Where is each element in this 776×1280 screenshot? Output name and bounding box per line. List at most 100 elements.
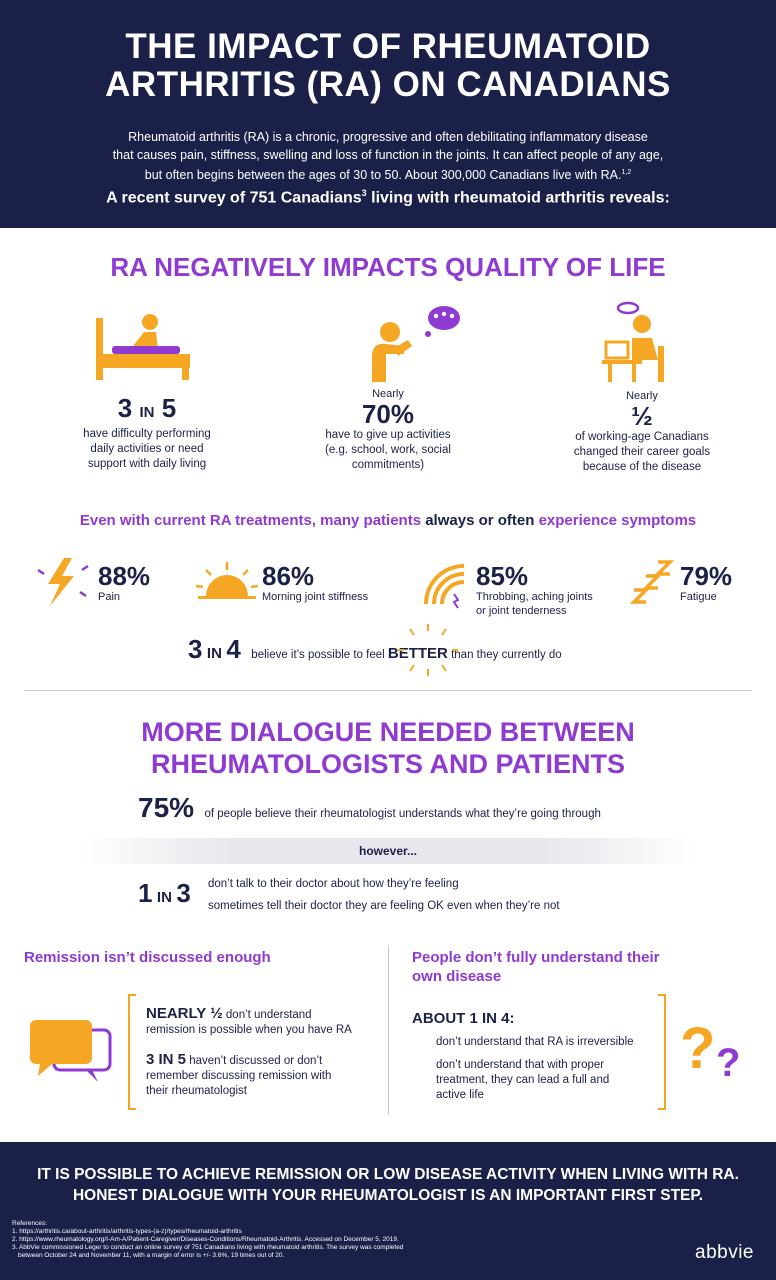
item-text-3: their rheumatologist	[146, 1085, 247, 1097]
ratio-in: IN	[206, 645, 222, 662]
reference-2: 2. https://www.rheumatology.org/I-Am-A/P…	[12, 1236, 399, 1243]
sunrise-icon	[196, 562, 258, 599]
ratio-den: 4	[226, 634, 241, 664]
remission-heading: Remission isn’t discussed enough	[24, 949, 271, 966]
ratio-num: 1	[138, 878, 153, 908]
stat-desc-3: support with daily living	[87, 458, 207, 470]
item-line-1: don’t understand that with proper	[436, 1059, 605, 1071]
stat-desc-1: have to give up activities	[325, 429, 451, 441]
survey-statement: A recent survey of 751 Canadians3 living…	[0, 188, 776, 207]
abbvie-logo: abbvie	[695, 1242, 754, 1263]
stat-pre: Nearly	[626, 390, 658, 402]
survey-footnote: 3	[361, 188, 367, 198]
desk-worker-icon	[602, 301, 664, 382]
ratio-num: 3	[188, 634, 203, 664]
stat-pre: Nearly	[372, 388, 404, 400]
symptom-label: Morning joint stiffness	[262, 591, 369, 603]
column-divider	[388, 945, 389, 1115]
symptom-pct: 88%	[98, 561, 151, 591]
question-marks-icon: ? ?	[680, 1016, 740, 1078]
stat-desc-2: changed their career goals	[573, 446, 711, 458]
symptom-stiffness: 86% Morning joint stiffness	[262, 562, 368, 604]
bed-icon	[96, 314, 190, 380]
title-line-2: ARTHRITIS (RA) ON CANADIANS	[105, 65, 671, 104]
remission-item-2: 3 IN 5 haven’t discussed or don’t rememb…	[146, 1052, 376, 1099]
understanding-item-1: don’t understand that RA is irreversible	[436, 1036, 634, 1048]
one-in-three-line-1: don’t talk to their doctor about how the…	[208, 878, 459, 890]
ratio-in: IN	[156, 889, 172, 906]
header-banner: THE IMPACT OF RHEUMATOID ARTHRITIS (RA) …	[0, 0, 776, 228]
chat-bubbles-icon	[30, 1020, 112, 1082]
understanding-heading-1: People don’t fully understand their	[412, 949, 660, 966]
intro-line-3-wrap: but often begins between the ages of 30 …	[90, 164, 686, 184]
footer-message: IT IS POSSIBLE TO ACHIEVE REMISSION OR L…	[0, 1164, 776, 1206]
svg-text:?: ?	[716, 1041, 740, 1078]
references: References: 1. https://arthritis.ca/abou…	[12, 1220, 532, 1260]
dialogue-title: MORE DIALOGUE NEEDED BETWEEN RHEUMATOLOG…	[0, 716, 776, 780]
dialogue-title-line-2: RHEUMATOLOGISTS AND PATIENTS	[150, 749, 625, 779]
symptom-pct: 86%	[262, 561, 315, 591]
page-title: THE IMPACT OF RHEUMATOID ARTHRITIS (RA) …	[0, 28, 776, 104]
footer-message-line-2: HONEST DIALOGUE WITH YOUR RHEUMATOLOGIST…	[72, 1187, 704, 1204]
ratio-in: IN	[139, 404, 155, 421]
survey-pre: A recent survey of 751 Canadians	[106, 189, 362, 207]
stat-big: 70%	[361, 399, 415, 429]
stat-desc-1: have difficulty performing	[83, 428, 211, 440]
intro-line-3: but often begins between the ages of 30 …	[144, 168, 622, 183]
item-line-2: treatment, they can lead a full and	[436, 1074, 610, 1086]
stat-ratio: 3 IN 5	[62, 394, 232, 427]
stat-desc-3: because of the disease	[582, 461, 702, 473]
symptom-label: Fatigue	[680, 591, 717, 603]
heading-pre: Even with current RA treatments, many pa…	[79, 512, 426, 529]
lightning-bolt-icon	[37, 558, 89, 606]
survey-post: living with rheumatoid arthritis reveals…	[366, 189, 670, 207]
better-text-post: than they currently do	[447, 649, 562, 661]
references-title: References:	[12, 1220, 48, 1227]
intro-line-2: that causes pain, stiffness, swelling an…	[112, 148, 664, 162]
item-line-3: active life	[436, 1089, 484, 1101]
bracket-left	[128, 994, 136, 1110]
ratio-num: 3	[117, 393, 133, 423]
item-text: haven’t discussed or don’t	[186, 1055, 323, 1067]
one-in-three-line-2: sometimes tell their doctor they are fee…	[208, 900, 560, 912]
stat-desc-2: (e.g. school, work, social	[325, 444, 451, 456]
heading-post: experience symptoms	[534, 512, 697, 529]
item-bold: 3 IN 5	[146, 1051, 187, 1068]
item-text-2: remission is possible when you have RA	[146, 1024, 352, 1036]
stat-desc-1: of working-age Canadians	[575, 431, 709, 443]
item-text: don’t understand	[222, 1009, 312, 1021]
symptom-pct: 79%	[680, 561, 733, 591]
stat-desc: of people believe their rheumatologist u…	[204, 808, 601, 820]
intro-footnote: 1,2	[621, 169, 632, 176]
stat-big: ½	[631, 401, 653, 431]
understanding-heading-2: own disease	[412, 968, 502, 985]
stat-big: 75%	[138, 792, 195, 823]
understanding-item-2: don’t understand that with proper treatm…	[436, 1058, 656, 1103]
title-line-1: THE IMPACT OF RHEUMATOID	[125, 27, 651, 66]
remission-item-1: NEARLY ½ don’t understand remission is p…	[146, 1006, 376, 1038]
heading-emphasis: always or often	[425, 512, 535, 529]
ratio: 1 IN 3	[138, 878, 191, 909]
ratio-den: 3	[176, 878, 191, 908]
symptom-pct: 85%	[476, 561, 529, 591]
better-text-pre: believe it’s possible to feel	[251, 649, 388, 661]
however-bar: however...	[80, 838, 696, 864]
understanding-lead: ABOUT 1 IN 4:	[412, 1010, 515, 1027]
feel-better-stat: 3 IN 4 believe it’s possible to feel BET…	[188, 634, 608, 664]
symptom-throbbing: 85% Throbbing, aching joints or joint te…	[476, 562, 593, 618]
symptom-label-2: or joint tenderness	[476, 605, 567, 617]
throbbing-waves-icon	[424, 564, 465, 609]
stat-career-goals: Nearly ½ of working-age Canadians change…	[552, 390, 732, 475]
section-divider	[24, 690, 752, 691]
symptoms-heading: Even with current RA treatments, many pa…	[0, 512, 776, 529]
item-bold: NEARLY ½	[146, 1005, 223, 1022]
reference-3-continued: between October 24 and November 11, with…	[18, 1252, 285, 1259]
understanding-heading: People don’t fully understand their own …	[412, 948, 732, 986]
stat-desc-2: daily activities or need	[90, 443, 204, 455]
footer-banner: IT IS POSSIBLE TO ACHIEVE REMISSION OR L…	[0, 1142, 776, 1280]
quality-of-life-title: RA NEGATIVELY IMPACTS QUALITY OF LIFE	[110, 252, 666, 282]
reference-1: 1. https://arthritis.ca/about-arthritis/…	[12, 1228, 242, 1235]
ratio-den: 5	[161, 393, 177, 423]
symptom-pain: 88% Pain	[98, 562, 150, 604]
burst-rays-icon	[398, 624, 458, 676]
